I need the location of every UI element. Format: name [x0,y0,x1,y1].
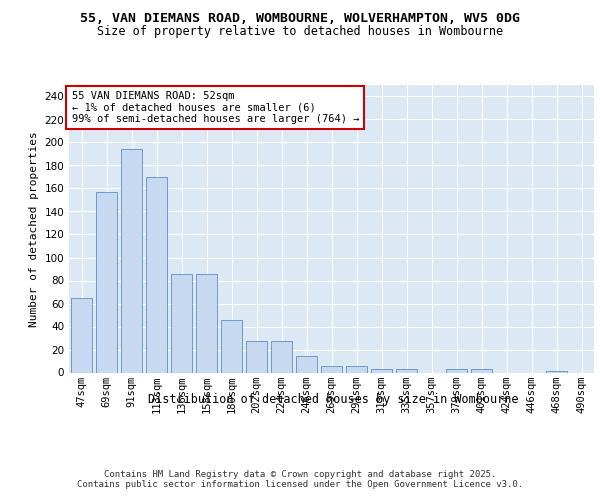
Bar [71,298,92,372]
Text: Distribution of detached houses by size in Wombourne: Distribution of detached houses by size … [148,392,518,406]
Bar [446,369,467,372]
Bar [146,177,167,372]
Bar [121,150,142,372]
Bar [471,369,492,372]
Bar [221,320,242,372]
Bar [171,274,192,372]
Bar [346,366,367,372]
Bar [371,369,392,372]
Bar [396,369,417,372]
Bar [271,342,292,372]
Text: Size of property relative to detached houses in Wombourne: Size of property relative to detached ho… [97,25,503,38]
Bar [96,192,117,372]
Y-axis label: Number of detached properties: Number of detached properties [29,131,39,326]
Text: 55 VAN DIEMANS ROAD: 52sqm
← 1% of detached houses are smaller (6)
99% of semi-d: 55 VAN DIEMANS ROAD: 52sqm ← 1% of detac… [71,91,359,124]
Bar [196,274,217,372]
Bar [296,356,317,372]
Text: 55, VAN DIEMANS ROAD, WOMBOURNE, WOLVERHAMPTON, WV5 0DG: 55, VAN DIEMANS ROAD, WOMBOURNE, WOLVERH… [80,12,520,26]
Text: Contains HM Land Registry data © Crown copyright and database right 2025.
Contai: Contains HM Land Registry data © Crown c… [77,470,523,490]
Bar [321,366,342,372]
Bar [246,342,267,372]
